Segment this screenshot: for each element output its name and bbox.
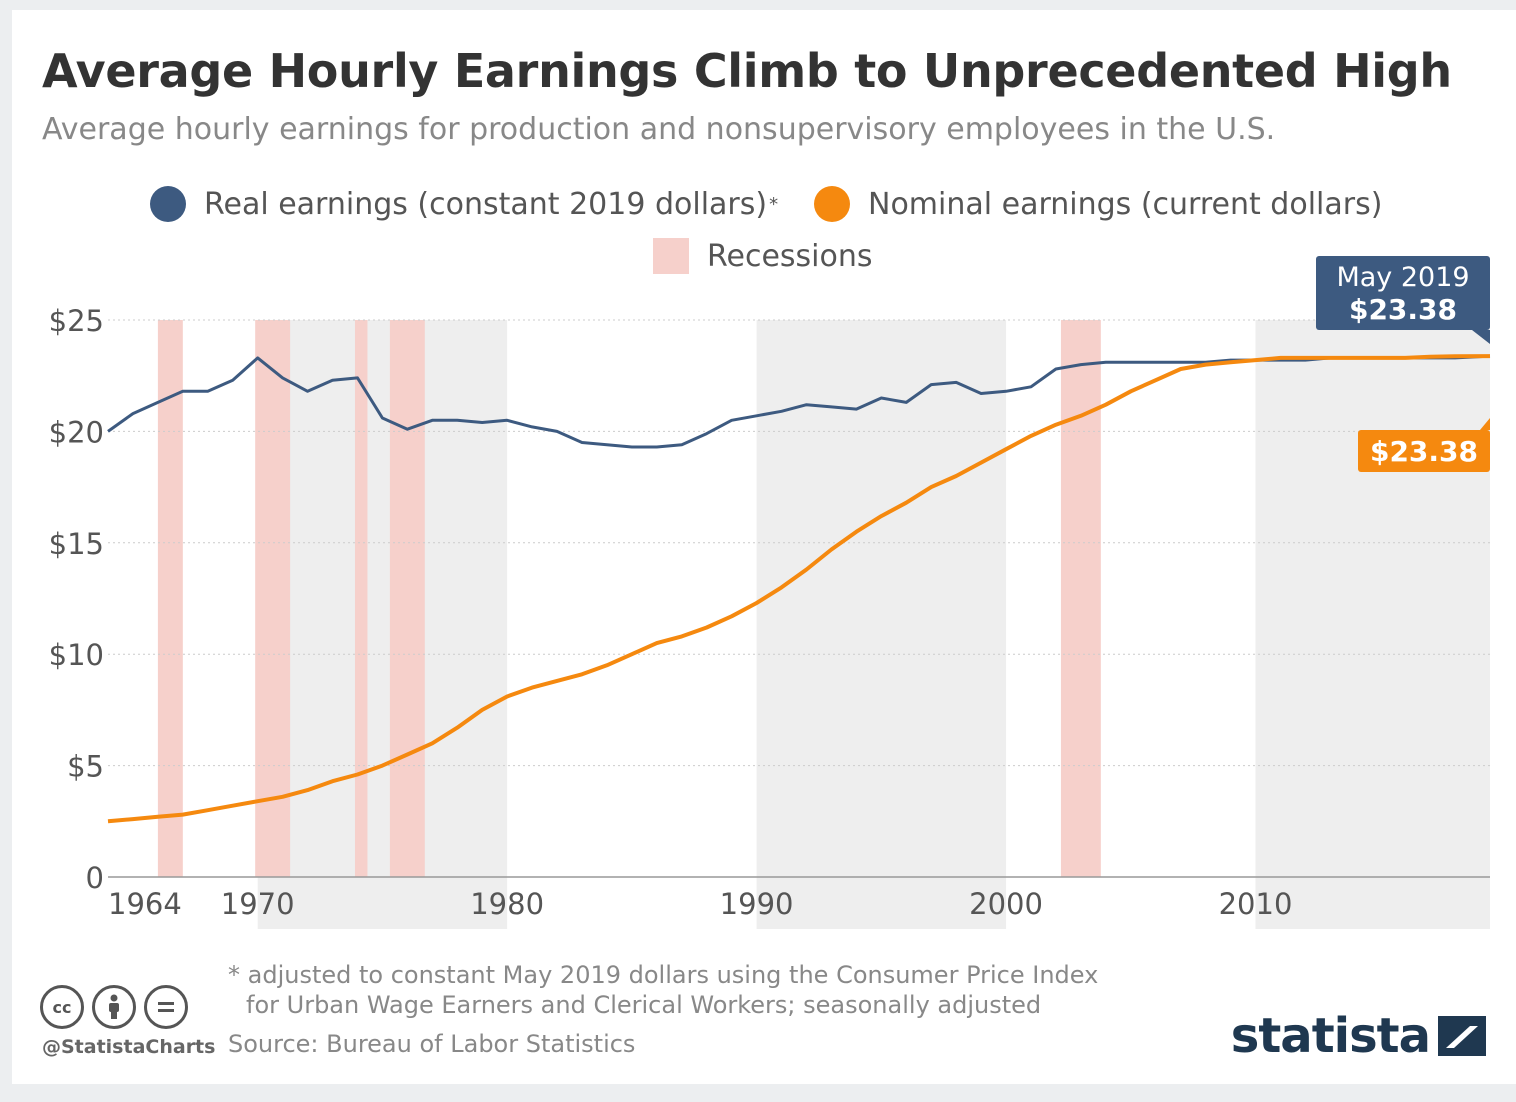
statista-logo[interactable]: statista xyxy=(1231,1008,1486,1064)
callout-nominal-pointer xyxy=(1480,418,1490,430)
recession-band-0 xyxy=(157,320,183,877)
source-text: Source: Bureau of Labor Statistics xyxy=(228,1030,636,1058)
callout-real-pointer xyxy=(1472,330,1490,344)
cc-icon: cc xyxy=(40,985,84,1029)
callout-nominal-box xyxy=(1358,430,1490,472)
y-tick-label: $15 xyxy=(49,527,104,561)
series-line-nominal xyxy=(107,354,1491,824)
x-tick-label: 1980 xyxy=(470,887,544,921)
twitter-handle[interactable]: @StatistaCharts xyxy=(42,1036,216,1058)
legend-nominal-swatch xyxy=(814,186,850,222)
decade-band-1 xyxy=(756,320,1007,929)
decade-band-0 xyxy=(257,320,508,929)
y-tick-label: 0 xyxy=(86,861,104,895)
legend-real: Real earnings (constant 2019 dollars) * xyxy=(150,186,778,222)
recession-band-4 xyxy=(1060,320,1101,877)
footnote-line-2: for Urban Wage Earners and Clerical Work… xyxy=(246,991,1042,1019)
footnote: * adjusted to constant May 2019 dollars … xyxy=(228,960,1098,1020)
legend-real-marker: * xyxy=(769,193,779,215)
y-tick-label: $20 xyxy=(49,415,104,449)
chart-subtitle: Average hourly earnings for production a… xyxy=(42,112,1276,147)
decade-band-2 xyxy=(1255,320,1490,929)
legend-nominal-label: Nominal earnings (current dollars) xyxy=(868,186,1383,222)
recession-band-1 xyxy=(255,320,291,877)
y-tick-label: $25 xyxy=(49,304,104,338)
footnote-line-1: * adjusted to constant May 2019 dollars … xyxy=(228,961,1099,989)
brand-text: statista xyxy=(1230,1008,1431,1064)
recession-band-2 xyxy=(354,320,368,877)
legend-real-label: Real earnings (constant 2019 dollars) xyxy=(204,186,768,222)
chart-title: Average Hourly Earnings Climb to Unprece… xyxy=(42,44,1452,98)
license-icons: cc xyxy=(40,985,188,1029)
legend-real-swatch xyxy=(150,186,186,222)
legend-recessions-swatch xyxy=(653,238,689,274)
legend-recessions-label: Recessions xyxy=(707,238,873,274)
callout-nominal-value: $23.38 xyxy=(1370,435,1478,468)
legend-nominal: Nominal earnings (current dollars) xyxy=(814,186,1382,222)
x-tick-label: 1990 xyxy=(720,887,794,921)
callout-real-date: May 2019 xyxy=(1336,262,1469,293)
y-tick-label: $10 xyxy=(49,638,104,672)
brand-mark-icon xyxy=(1438,1016,1486,1056)
callout-real-value: $23.38 xyxy=(1349,293,1457,326)
x-tick-label: 2010 xyxy=(1219,887,1293,921)
x-tick-label: 1964 xyxy=(108,887,182,921)
x-tick-label: 2000 xyxy=(969,887,1043,921)
by-icon xyxy=(92,985,136,1029)
y-tick-label: $5 xyxy=(67,750,104,784)
legend-recessions: Recessions xyxy=(653,238,873,274)
callout-real-box xyxy=(1316,256,1490,330)
nd-icon xyxy=(144,985,188,1029)
recession-band-3 xyxy=(389,320,425,877)
x-tick-label: 1970 xyxy=(221,887,295,921)
